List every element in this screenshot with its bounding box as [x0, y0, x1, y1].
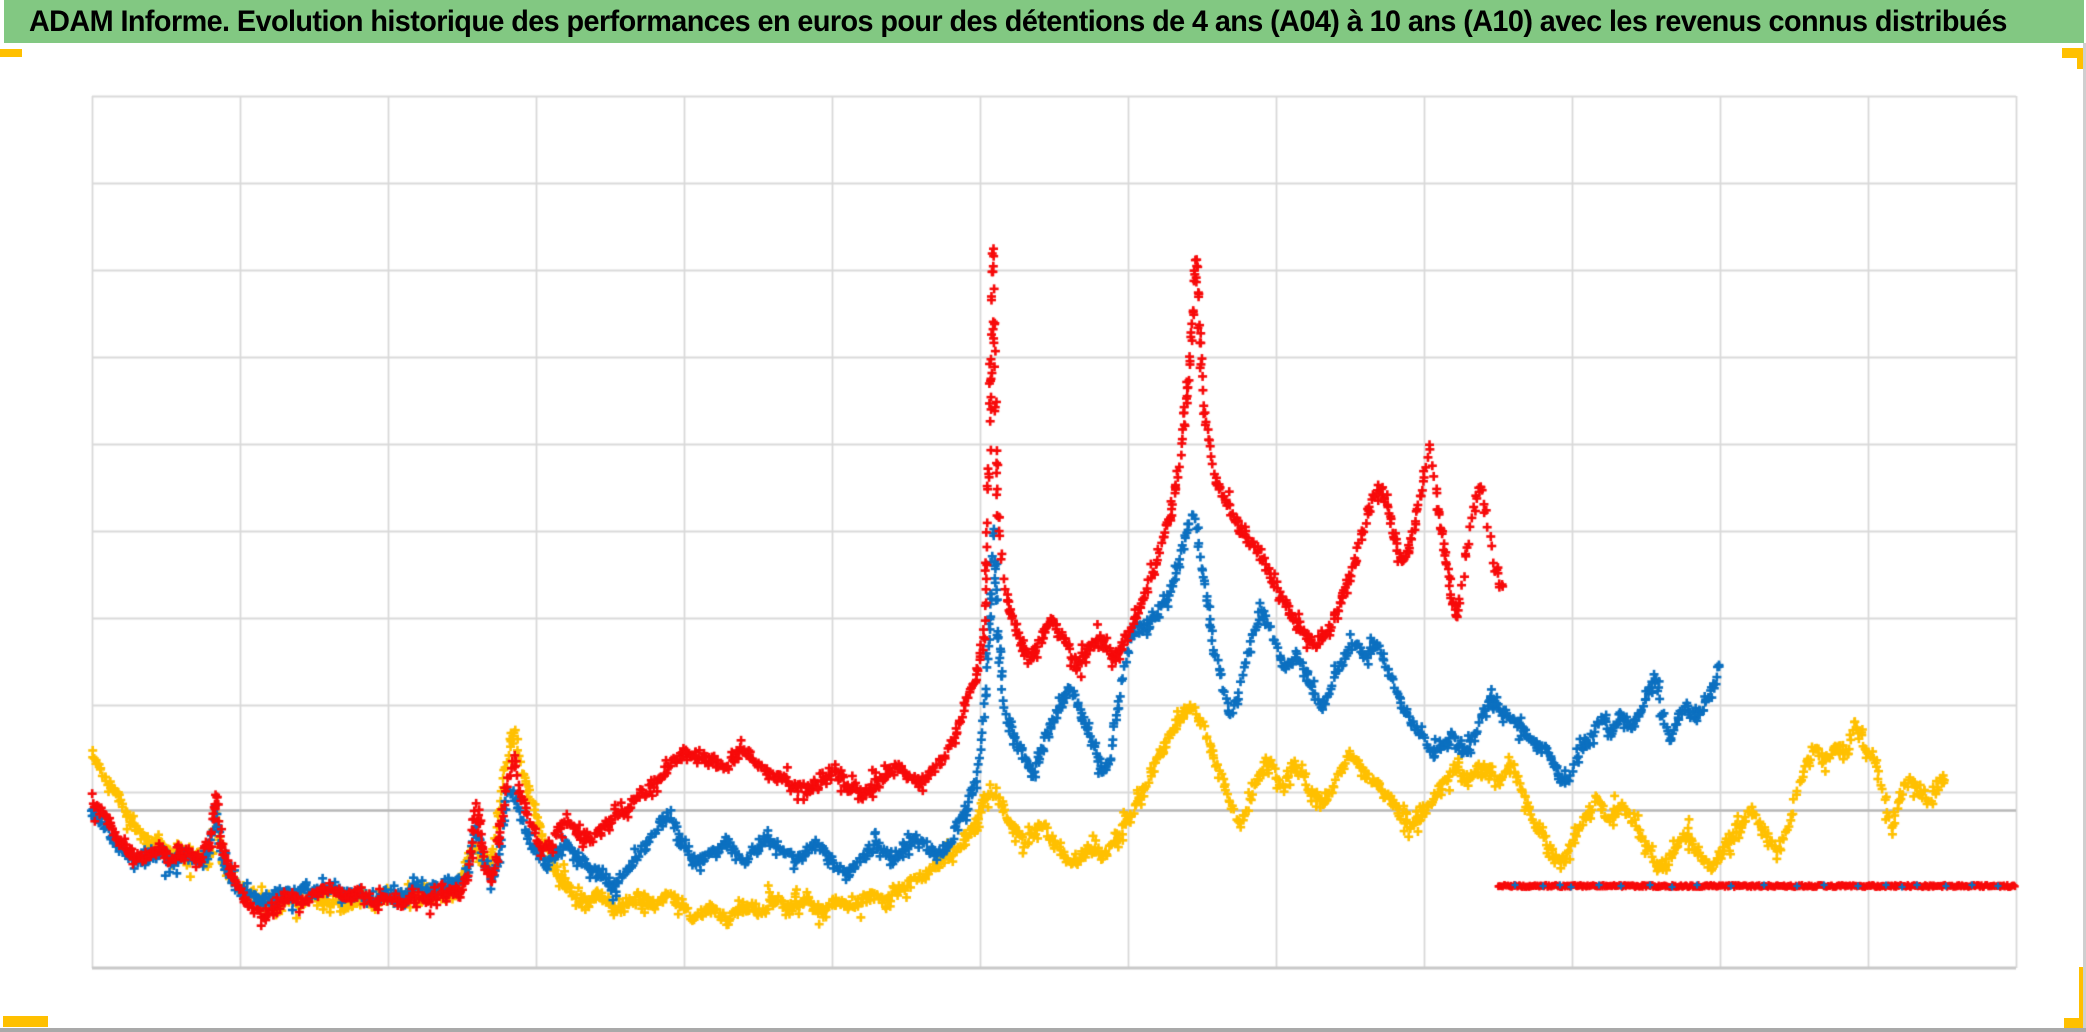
frame-accent-top-left — [0, 49, 22, 57]
window-border-bottom — [0, 1028, 2086, 1032]
window-border-right — [2083, 43, 2086, 1028]
frame-accent-top-right-horizontal — [2062, 48, 2086, 58]
frame-accent-top-right-vertical — [2077, 48, 2086, 69]
frame-accent-bottom-left — [3, 1016, 48, 1027]
frame-accent-bottom-right-horizontal — [2064, 1018, 2086, 1028]
frame-accent-bottom-right-vertical — [2079, 967, 2086, 1020]
